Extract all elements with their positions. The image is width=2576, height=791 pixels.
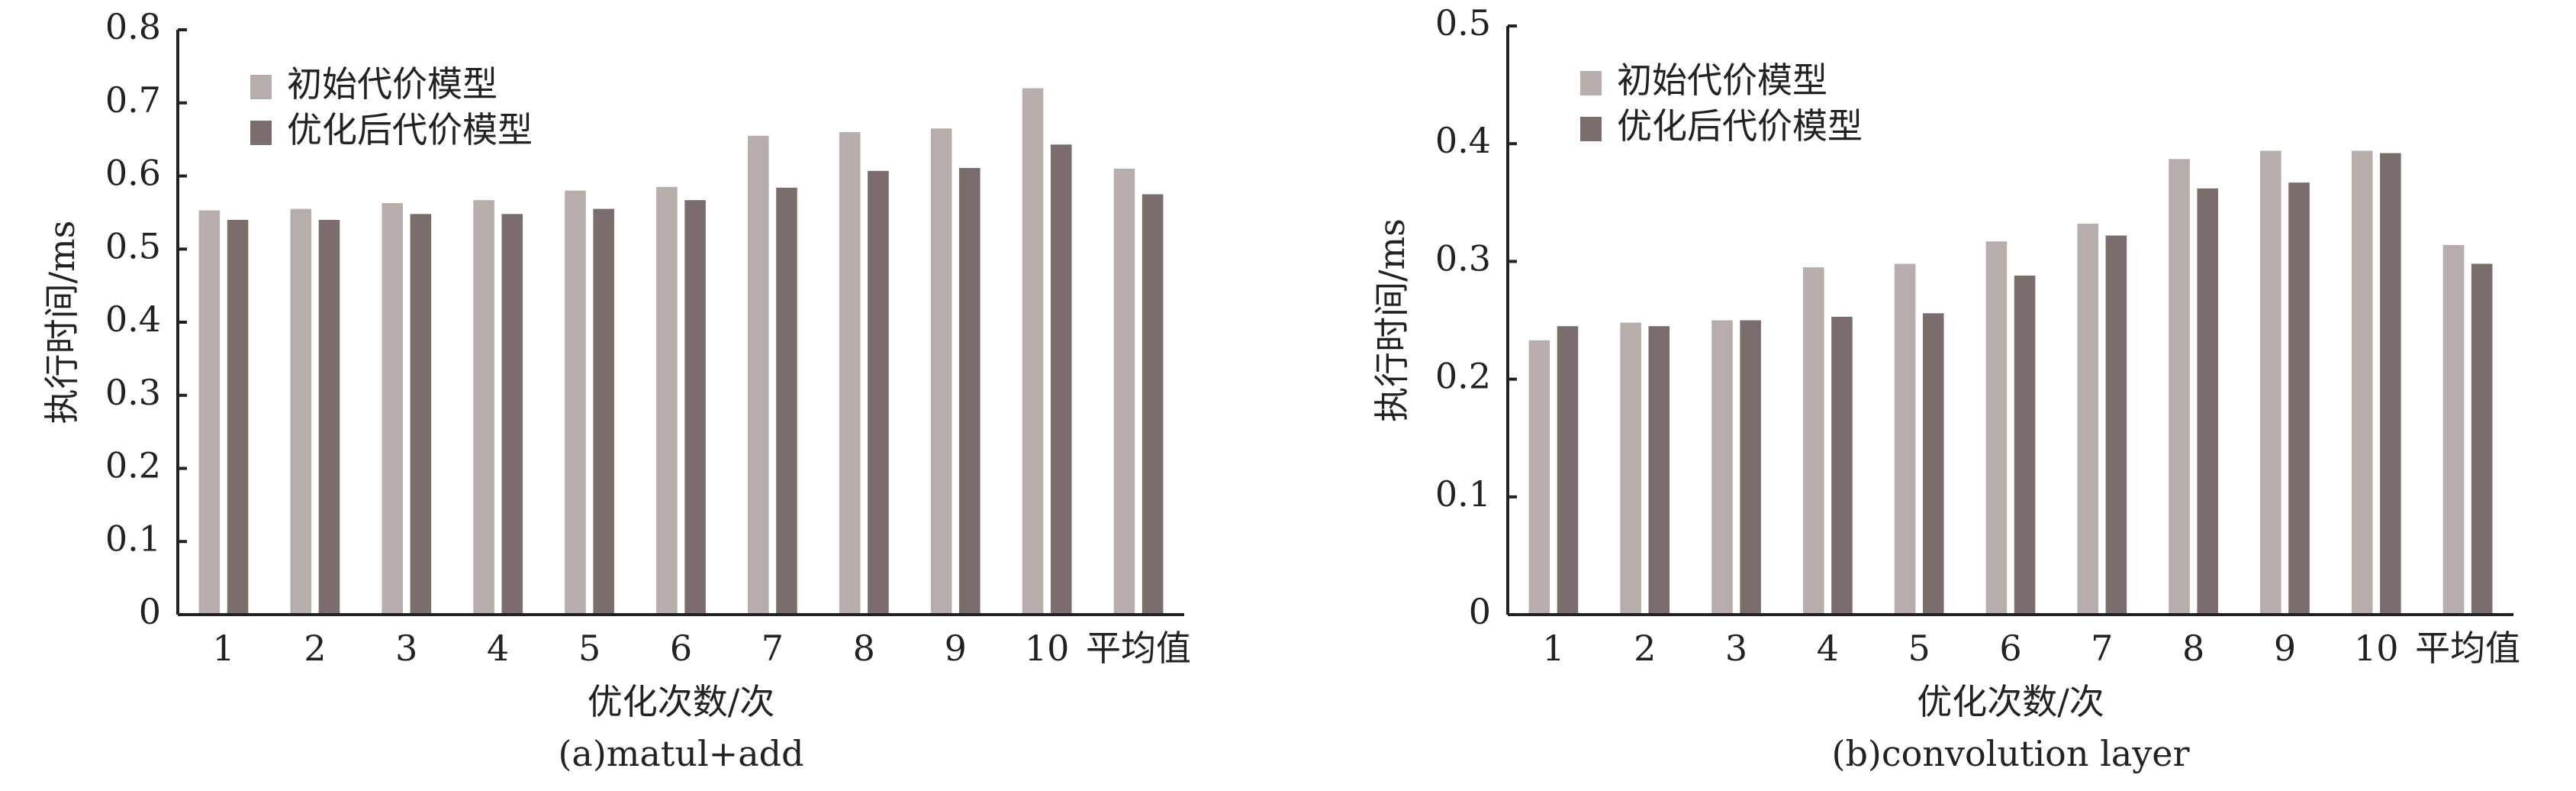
bar	[868, 170, 889, 615]
bar	[1922, 313, 1944, 615]
bar	[2380, 153, 2401, 615]
x-tick-label: 10	[2354, 628, 2399, 669]
y-tick-label: 0.2	[105, 445, 161, 486]
y-axis-label: 执行时间/ms	[1371, 218, 1412, 422]
bar	[776, 187, 797, 615]
x-tick-label: 10	[1025, 628, 1070, 669]
legend-swatch	[1580, 117, 1602, 141]
x-tick-label: 4	[1817, 628, 1839, 669]
caption: (a)matul+add	[558, 733, 803, 774]
x-tick-label: 7	[762, 628, 784, 669]
x-tick-label: 3	[1725, 628, 1747, 669]
bar	[1894, 263, 1916, 615]
bar	[2351, 150, 2373, 615]
bar	[1831, 316, 1853, 615]
bar	[473, 200, 494, 615]
x-tick-label: 2	[1634, 628, 1656, 669]
legend-label: 优化后代价模型	[287, 109, 533, 150]
y-tick-label: 0.1	[105, 518, 161, 559]
legend-label: 初始代价模型	[1617, 60, 1827, 101]
bar	[593, 208, 614, 615]
y-tick-label: 0.7	[105, 79, 161, 121]
bar	[1620, 322, 1641, 615]
bar	[410, 214, 432, 615]
y-tick-label: 0.4	[1435, 120, 1491, 161]
bar	[959, 167, 980, 615]
y-tick-label: 0.4	[105, 299, 161, 340]
bar	[1022, 88, 1044, 615]
bar	[748, 135, 769, 615]
x-axis-label: 优化次数/次	[588, 681, 775, 722]
x-tick-label: 5	[1908, 628, 1930, 669]
x-tick-label: 9	[2274, 628, 2296, 669]
bar	[2169, 159, 2190, 615]
y-tick-label: 0.8	[105, 6, 161, 47]
x-tick-label: 7	[2091, 628, 2113, 669]
bar	[198, 210, 221, 615]
bar	[2442, 244, 2465, 615]
bar	[382, 202, 403, 615]
x-tick-label: 6	[1999, 628, 2021, 669]
x-tick-label: 5	[578, 628, 601, 669]
x-tick-label: 平均值	[2415, 628, 2520, 669]
bar	[1985, 241, 2008, 615]
bar	[2471, 263, 2493, 615]
x-tick-label: 1	[1542, 628, 1564, 669]
y-tick-label: 0.6	[105, 153, 161, 194]
y-tick-label: 0.5	[1435, 2, 1491, 44]
bar	[2077, 224, 2099, 615]
bar	[565, 190, 586, 615]
bar	[930, 128, 952, 615]
bar	[2260, 150, 2281, 615]
y-tick-label: 0.1	[1435, 473, 1491, 515]
bar	[1711, 320, 1733, 615]
x-tick-label: 平均值	[1086, 628, 1191, 669]
y-tick-label: 0	[139, 591, 161, 632]
x-tick-label: 9	[945, 628, 967, 669]
bar	[1141, 194, 1164, 615]
y-tick-label: 0.3	[1435, 237, 1491, 279]
bar	[290, 208, 312, 615]
bar	[2105, 235, 2127, 615]
legend-swatch	[250, 121, 272, 145]
y-tick-label: 0	[1469, 591, 1491, 632]
y-tick-label: 0.3	[105, 372, 161, 413]
x-tick-label: 4	[487, 628, 509, 669]
bar	[1740, 320, 1761, 615]
bar	[1803, 267, 1824, 615]
bar	[501, 214, 523, 615]
x-tick-label: 1	[212, 628, 234, 669]
bar	[1050, 144, 1072, 615]
y-tick-label: 0.2	[1435, 356, 1491, 397]
x-tick-label: 3	[395, 628, 417, 669]
x-tick-label: 8	[853, 628, 875, 669]
bar	[1528, 340, 1550, 615]
legend-label: 初始代价模型	[287, 63, 497, 105]
x-tick-label: 8	[2182, 628, 2204, 669]
bar	[1113, 168, 1135, 615]
bar	[318, 219, 340, 615]
y-axis-label: 执行时间/ms	[41, 221, 82, 425]
bar	[2288, 182, 2310, 615]
bar	[684, 200, 706, 615]
bar	[839, 132, 861, 615]
caption: (b)convolution layer	[1832, 733, 2190, 774]
x-axis-label: 优化次数/次	[1917, 681, 2104, 722]
bar	[2197, 188, 2218, 615]
legend-swatch	[250, 75, 272, 99]
bar	[1648, 326, 1670, 615]
bar	[227, 219, 249, 615]
x-tick-label: 6	[670, 628, 692, 669]
bar	[1557, 326, 1579, 615]
y-tick-label: 0.5	[105, 225, 161, 266]
legend-label: 优化后代价模型	[1617, 105, 1863, 147]
x-tick-label: 2	[304, 628, 326, 669]
legend-swatch	[1580, 71, 1602, 95]
bar	[656, 186, 678, 615]
bar	[2014, 275, 2036, 615]
